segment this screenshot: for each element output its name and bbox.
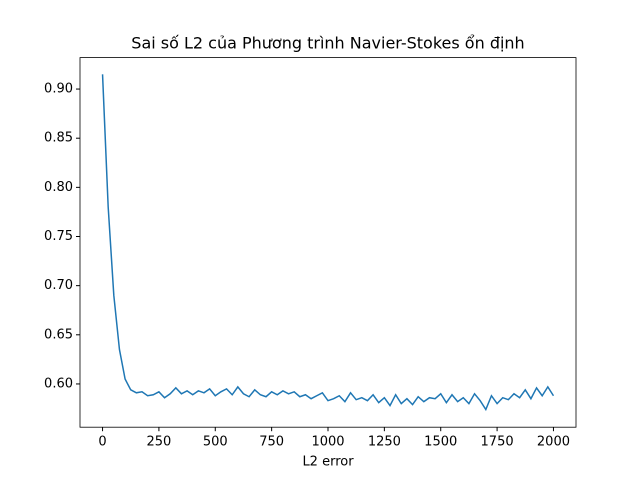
line-series — [101, 74, 555, 412]
x-tick-label: 2000 — [537, 435, 570, 450]
x-tick-label: 1750 — [481, 435, 514, 450]
y-tick-label: 0.85 — [44, 131, 73, 146]
x-tick-label: 750 — [259, 435, 284, 450]
x-tick-label: 1500 — [424, 435, 457, 450]
x-tick-label: 0 — [98, 435, 106, 450]
x-tick-label: 250 — [146, 435, 171, 450]
y-tick-label: 0.90 — [44, 82, 73, 97]
y-tick-label: 0.65 — [44, 327, 73, 342]
y-tick-label: 0.70 — [44, 278, 73, 293]
x-axis-label: L2 error — [302, 455, 354, 470]
plot-frame — [79, 57, 577, 428]
y-tick-label: 0.75 — [44, 229, 73, 244]
x-tick-label: 1000 — [311, 435, 344, 450]
x-tick-label: 500 — [203, 435, 228, 450]
chart-title: Sai số L2 của Phương trình Navier-Stokes… — [131, 34, 524, 53]
x-tick-label: 1250 — [368, 435, 401, 450]
y-tick-label: 0.80 — [44, 180, 73, 195]
y-tick-label: 0.60 — [44, 376, 73, 391]
